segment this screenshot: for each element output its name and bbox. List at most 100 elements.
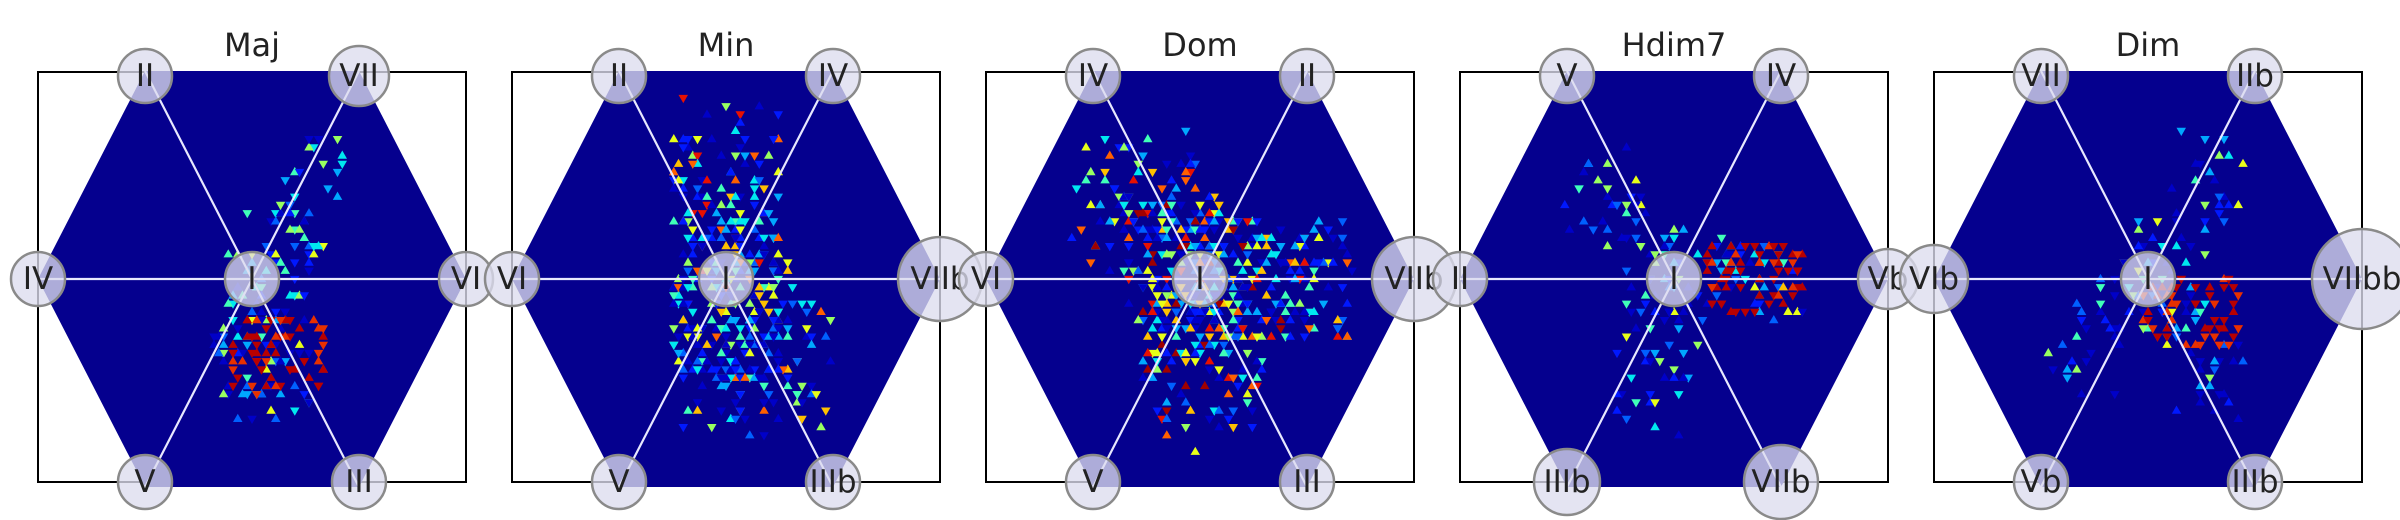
heat-cell: [1783, 306, 1793, 315]
heat-cell: [768, 323, 779, 332]
heat-cell: [275, 382, 286, 392]
heat-cell: [2228, 300, 2239, 309]
heat-cell: [802, 325, 812, 334]
heat-cell: [754, 292, 764, 301]
heat-cell: [1190, 446, 1200, 455]
heat-cell: [1655, 358, 1665, 367]
heat-cell: [2133, 218, 2144, 227]
heat-cell: [1304, 308, 1314, 317]
heat-cell: [716, 407, 726, 416]
heat-cell: [1185, 168, 1196, 178]
heat-cell: [740, 136, 750, 145]
heat-cell: [1773, 267, 1784, 276]
heat-cell: [242, 374, 252, 383]
heat-cell: [768, 257, 779, 266]
heat-cell: [787, 300, 798, 309]
heat-cell: [2190, 306, 2201, 315]
heat-cell: [2167, 183, 2177, 192]
heat-cell: [735, 232, 745, 241]
heat-cell: [669, 298, 679, 307]
heat-cell: [1299, 333, 1310, 342]
heat-cell: [1181, 380, 1191, 390]
heat-cell: [730, 234, 741, 243]
heat-cell: [1309, 267, 1319, 276]
heat-cell: [1669, 234, 1679, 243]
heat-cell: [735, 193, 745, 202]
heat-cell: [806, 389, 817, 398]
node-circle-top-right: [1752, 47, 1810, 105]
heat-cell: [754, 374, 764, 383]
heat-cell: [711, 208, 722, 217]
node-label-top-right: IV: [1766, 58, 1796, 94]
heat-cell: [1109, 185, 1120, 194]
heat-cell: [2224, 397, 2234, 406]
heat-cell: [1152, 308, 1162, 317]
heat-cell: [1147, 257, 1158, 266]
heat-cell: [1228, 282, 1238, 291]
heat-cell: [1200, 216, 1210, 225]
heat-cell: [1162, 199, 1172, 209]
heat-cell: [1147, 251, 1158, 260]
heat-cell: [1631, 218, 1641, 227]
heat-cell: [1200, 341, 1210, 350]
heat-cell: [1166, 356, 1177, 365]
heat-cell: [1214, 300, 1224, 309]
node-label-bottom-right: IIIb: [2231, 464, 2278, 500]
heat-cell: [1257, 364, 1267, 373]
heat-cell: [726, 413, 736, 422]
heat-cell: [1650, 399, 1660, 408]
heat-cell: [716, 380, 726, 390]
heat-cell: [745, 374, 755, 383]
heat-cell: [285, 317, 295, 326]
heat-cell: [1209, 407, 1219, 416]
heat-cell: [332, 136, 343, 145]
heat-cell: [1176, 201, 1186, 211]
heat-cell: [749, 185, 760, 194]
heat-cell: [1309, 257, 1319, 266]
heat-cell: [299, 315, 309, 324]
heat-cell: [678, 134, 688, 143]
node-label-bottom-left: V: [1082, 464, 1103, 500]
heat-cell: [711, 323, 722, 332]
heat-cell: [1171, 298, 1181, 307]
heat-cell: [294, 323, 305, 332]
heat-cell: [228, 366, 238, 375]
node-label-left: VI: [971, 261, 1001, 297]
heat-cell: [683, 136, 693, 145]
heat-cell: [2219, 323, 2229, 332]
heat-cell: [290, 166, 300, 176]
heat-cell: [2167, 308, 2177, 317]
heat-cell: [2228, 284, 2239, 293]
heat-cell: [1564, 224, 1575, 233]
heat-cell: [768, 399, 779, 408]
heat-cell: [721, 333, 731, 342]
heat-cell: [721, 323, 731, 332]
heat-cell: [2062, 374, 2072, 383]
heat-cell: [759, 241, 769, 250]
heat-cell: [2209, 333, 2220, 342]
heat-cell: [740, 372, 750, 381]
heat-cell: [1105, 216, 1115, 225]
heat-cell: [749, 366, 760, 375]
heat-cell: [1157, 333, 1167, 342]
heat-cell: [1669, 224, 1679, 233]
heat-cell: [1669, 366, 1679, 375]
heat-cell: [1309, 224, 1319, 233]
heat-cell: [1299, 257, 1310, 266]
heat-cell: [692, 191, 703, 200]
heat-cell: [1333, 331, 1343, 340]
node-circle-bottom-right: [804, 453, 862, 511]
heat-cell: [285, 366, 295, 375]
heat-cell: [313, 356, 324, 365]
node-label-top-right: IIb: [2236, 58, 2274, 94]
heat-cell: [1323, 259, 1333, 268]
heat-cell: [1252, 372, 1262, 381]
heat-cell: [1299, 234, 1310, 243]
heat-cell: [1318, 257, 1329, 266]
heat-cell: [669, 282, 679, 291]
heat-cell: [764, 150, 774, 159]
heat-cell: [707, 364, 717, 373]
heat-cell: [1138, 306, 1148, 315]
heat-cell: [1636, 193, 1646, 202]
heat-cell: [1162, 226, 1172, 235]
